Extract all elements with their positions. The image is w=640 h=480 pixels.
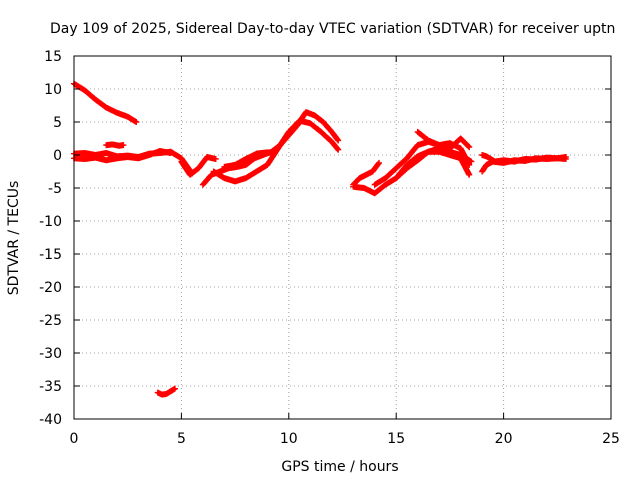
y-tick-label: -35 — [39, 379, 62, 395]
data-point — [466, 171, 473, 178]
x-tick-label: 20 — [495, 431, 513, 447]
data-point — [465, 143, 472, 150]
series-track-e — [178, 153, 219, 178]
series-track-p — [154, 385, 178, 398]
series-track-o — [479, 152, 569, 165]
y-tick-label: 15 — [44, 49, 62, 65]
data-point — [133, 119, 140, 125]
y-tick-label: 10 — [44, 82, 62, 98]
chart-title: Day 109 of 2025, Sidereal Day-to-day VTE… — [50, 21, 615, 37]
plot-frame — [73, 55, 612, 420]
y-tick-label: -25 — [39, 313, 62, 329]
y-tick-label: 0 — [53, 148, 62, 164]
data-point — [562, 153, 569, 160]
x-tick-label: 25 — [602, 431, 620, 447]
series-track-d — [103, 141, 127, 149]
data-point — [335, 137, 342, 144]
y-tick-label: -5 — [48, 181, 62, 197]
data-point — [270, 150, 277, 157]
x-tick-label: 5 — [177, 431, 186, 447]
grid-lines — [74, 56, 611, 419]
data-point — [334, 145, 341, 152]
data-point — [171, 385, 178, 392]
data-point — [375, 160, 382, 167]
y-axis-label: SDTVAR / TECUs — [6, 181, 22, 296]
series-track-i — [350, 159, 383, 188]
x-tick-label: 15 — [387, 431, 405, 447]
x-tick-label: 0 — [70, 431, 79, 447]
y-tick-label: 5 — [53, 115, 62, 131]
series-track-h — [221, 149, 277, 170]
series-track-m — [414, 128, 473, 152]
x-tick-label: 10 — [280, 431, 298, 447]
data-point — [212, 155, 219, 162]
series-track-l — [393, 148, 473, 182]
tick-labels: 0 5 10 15 20 25 15 10 5 0 -5 -10 -15 -20 -25 -30 -35 -40 — [39, 49, 620, 447]
y-tick-label: -30 — [39, 346, 62, 362]
series-track-a — [71, 80, 140, 125]
series-track-c — [71, 148, 174, 164]
y-tick-label: -20 — [39, 280, 62, 296]
x-axis-label: GPS time / hours — [281, 459, 398, 475]
data-point — [167, 150, 174, 157]
data-point — [120, 142, 127, 149]
axis-ticks — [73, 55, 612, 420]
data-point — [466, 144, 473, 151]
data-point — [334, 136, 341, 143]
data-point — [376, 159, 383, 166]
data-points — [71, 80, 569, 398]
data-point — [335, 146, 342, 153]
y-tick-label: -15 — [39, 247, 62, 263]
y-tick-label: -10 — [39, 214, 62, 230]
y-tick-label: -40 — [39, 412, 62, 428]
